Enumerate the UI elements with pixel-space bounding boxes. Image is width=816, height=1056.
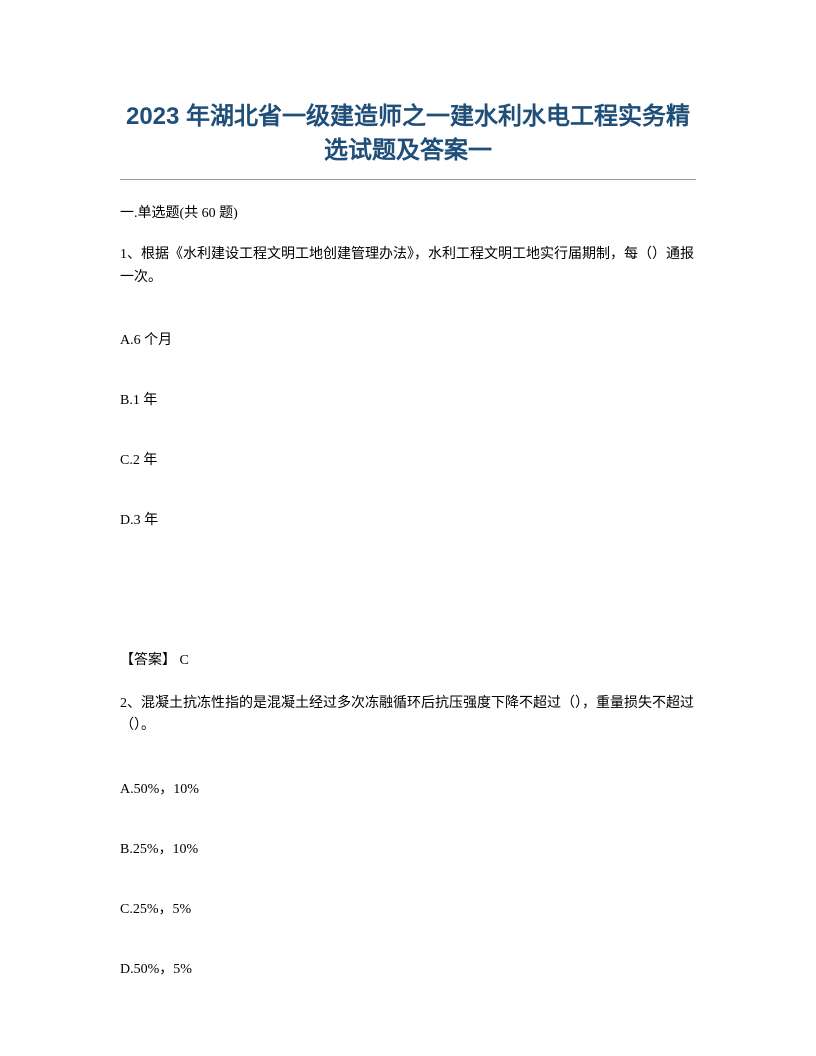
question-2-option-b: B.25%，10% [120,838,696,858]
question-block-2: 2、混凝土抗冻性指的是混凝土经过多次冻融循环后抗压强度下降不超过（），重量损失不… [120,693,696,978]
question-1-option-d: D.3 年 [120,509,696,529]
question-2-option-d: D.50%，5% [120,958,696,978]
question-1-option-a: A.6 个月 [120,329,696,349]
question-2-text: 2、混凝土抗冻性指的是混凝土经过多次冻融循环后抗压强度下降不超过（），重量损失不… [120,693,696,738]
title-divider [120,179,696,180]
question-1-option-b: B.1 年 [120,389,696,409]
page-title: 2023 年湖北省一级建造师之一建水利水电工程实务精选试题及答案一 [120,100,696,167]
section-header: 一.单选题(共 60 题) [120,202,696,222]
question-2-option-c: C.25%，5% [120,898,696,918]
question-1-option-c: C.2 年 [120,449,696,469]
question-block-1: 1、根据《水利建设工程文明工地创建管理办法》，水利工程文明工地实行届期制，每（）… [120,244,696,669]
question-2-option-a: A.50%，10% [120,778,696,798]
question-1-answer: 【答案】 C [120,649,696,669]
question-1-text: 1、根据《水利建设工程文明工地创建管理办法》，水利工程文明工地实行届期制，每（）… [120,244,696,289]
